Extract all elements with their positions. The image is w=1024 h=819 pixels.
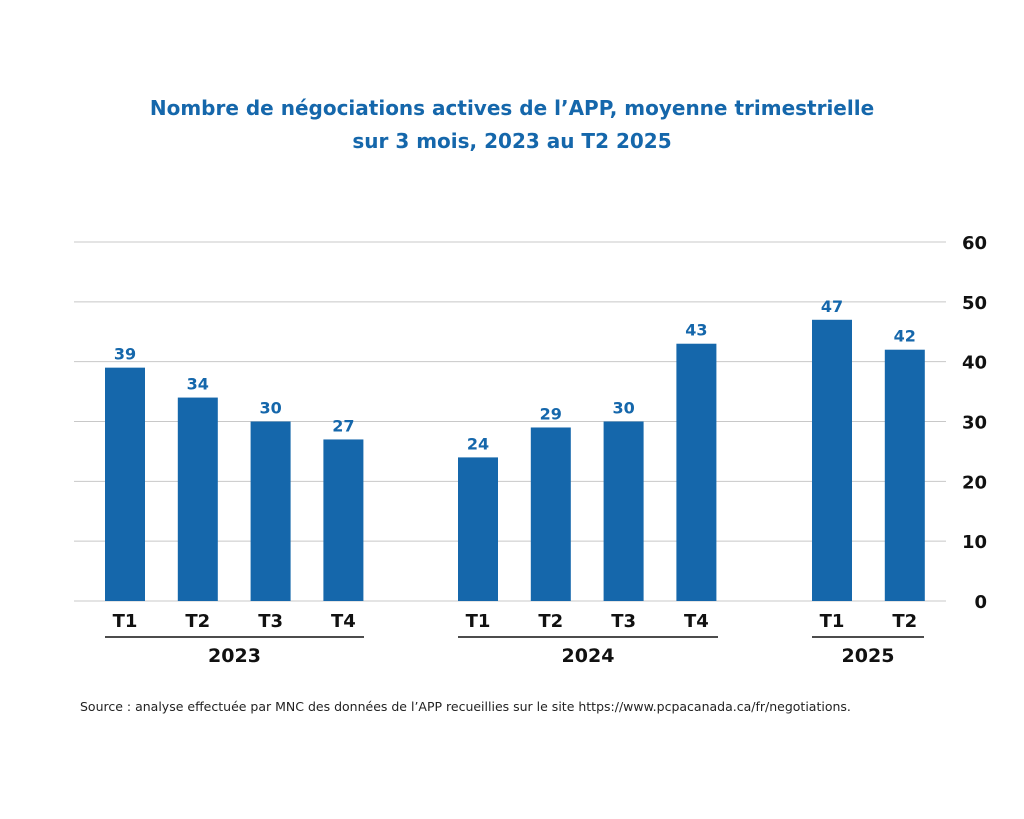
data-label: 34 xyxy=(187,375,209,394)
bar xyxy=(812,319,852,601)
x-tick-label: T1 xyxy=(466,611,491,632)
y-tick-label: 50 xyxy=(962,293,987,314)
chart-title-line-2: sur 3 mois, 2023 au T2 2025 xyxy=(352,129,672,153)
bar xyxy=(676,343,717,601)
y-tick-label: 20 xyxy=(962,472,987,493)
data-label: 30 xyxy=(612,399,634,418)
source-note: Source : analyse effectuée par MNC des d… xyxy=(80,699,851,714)
y-tick-label: 30 xyxy=(962,413,987,434)
data-label: 30 xyxy=(259,399,281,418)
bar xyxy=(177,397,218,601)
x-tick-label: T2 xyxy=(185,611,210,632)
group-label: 2025 xyxy=(842,645,895,667)
x-tick-label: T2 xyxy=(892,611,917,632)
y-tick-label: 60 xyxy=(962,233,987,254)
x-tick-label: T3 xyxy=(611,611,636,632)
bar xyxy=(603,421,644,601)
x-tick-label: T1 xyxy=(113,611,138,632)
x-tick-label: T2 xyxy=(538,611,563,632)
data-label: 27 xyxy=(332,416,354,435)
bar xyxy=(458,457,498,601)
y-tick-label: 40 xyxy=(962,353,987,374)
data-label: 42 xyxy=(894,327,916,346)
chart-title-line-1: Nombre de négociations actives de l’APP,… xyxy=(149,96,875,120)
group-label: 2023 xyxy=(208,645,261,667)
x-tick-label: T4 xyxy=(331,611,356,632)
x-tick-label: T3 xyxy=(258,611,283,632)
y-tick-label: 10 xyxy=(962,532,987,553)
bar-chart: 0 10 20 30 40 50 60 39 T1 34 T2 30 T3 27 T4 2023 24 T1 29 T… xyxy=(74,233,987,667)
bar xyxy=(105,367,145,601)
chart-title: Nombre de négociations actives de l’APP,… xyxy=(0,92,1024,158)
bar xyxy=(530,427,571,601)
data-label: 47 xyxy=(821,297,843,316)
y-tick-label: 0 xyxy=(974,592,987,613)
data-label: 43 xyxy=(685,321,707,340)
data-label: 29 xyxy=(540,404,562,423)
bar xyxy=(250,421,291,601)
x-tick-label: T1 xyxy=(820,611,845,632)
data-label: 24 xyxy=(467,434,489,453)
x-tick-label: T4 xyxy=(684,611,709,632)
bar xyxy=(884,349,925,601)
group-label: 2024 xyxy=(562,645,615,667)
data-label: 39 xyxy=(114,345,136,364)
bar xyxy=(323,439,364,601)
